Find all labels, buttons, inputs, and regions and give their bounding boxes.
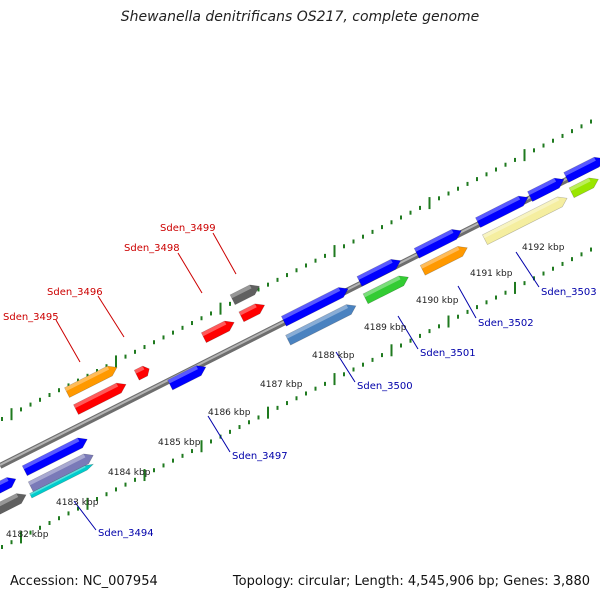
tick-label: 4183 kbp [56,498,99,508]
tick-label: 4188 kbp [312,351,355,361]
page-title: Shewanella denitrificans OS217, complete… [120,9,480,25]
gene-label[interactable]: Sden_3500 [357,381,413,392]
label-leaders [55,232,540,531]
gene-arrow[interactable] [413,226,464,259]
gene-arrow[interactable] [229,281,262,306]
gene-arrow[interactable] [73,379,129,415]
gene-arrow[interactable] [64,362,120,398]
tick-label: 4186 kbp [208,408,251,418]
gene-label[interactable]: Sden_3494 [98,528,154,539]
gene-label[interactable]: Sden_3499 [160,223,216,234]
gene-arrow[interactable] [133,364,151,381]
tick-label: 4191 kbp [470,269,513,279]
gene-arrow[interactable] [280,284,350,327]
tick-label: 4190 kbp [416,296,459,306]
tick-label: 4189 kbp [364,323,407,333]
tick-label: 4185 kbp [158,438,201,448]
gene-arrow[interactable] [0,474,18,495]
gene-label[interactable]: Sden_3501 [420,348,476,359]
gene-arrow[interactable] [0,490,29,517]
gene-arrow[interactable] [167,362,209,391]
gene-arrow[interactable] [419,243,470,276]
gene-label[interactable]: Sden_3495 [3,312,59,323]
tick-label: 4184 kbp [108,468,151,478]
gene-label[interactable]: Sden_3498 [124,243,180,254]
gene-arrow[interactable] [29,462,95,499]
tick-label: 4182 kbp [6,530,49,540]
gene-arrow[interactable] [475,192,531,228]
gene-arrow[interactable] [362,272,411,305]
gene-label-layer[interactable]: 4182 kbp 4183 kbp 4184 kbp 4185 kbp 4186 kbp… [3,223,597,540]
gene-arrow[interactable] [285,301,359,346]
gene-arrow[interactable] [356,256,403,287]
gene-label[interactable]: Sden_3497 [232,451,288,462]
gene-arrow[interactable] [563,154,600,183]
gene-arrow[interactable] [568,174,600,199]
gene-features [0,154,600,517]
tick-label: 4187 kbp [260,380,303,390]
gene-arrow[interactable] [21,434,89,477]
gene-arrow[interactable] [27,450,95,493]
gene-label[interactable]: Sden_3496 [47,287,103,298]
gene-arrow[interactable] [238,300,267,323]
gene-arrow[interactable] [482,193,569,246]
gene-arrow[interactable] [527,175,567,202]
gene-label[interactable]: Sden_3502 [478,318,534,329]
gene-arrow[interactable] [200,317,236,343]
genome-summary-text: Topology: circular; Length: 4,545,906 bp… [232,574,590,589]
tick-label: 4192 kbp [522,243,565,253]
gene-label[interactable]: Sden_3503 [541,287,597,298]
accession-text: Accession: NC_007954 [10,574,158,589]
